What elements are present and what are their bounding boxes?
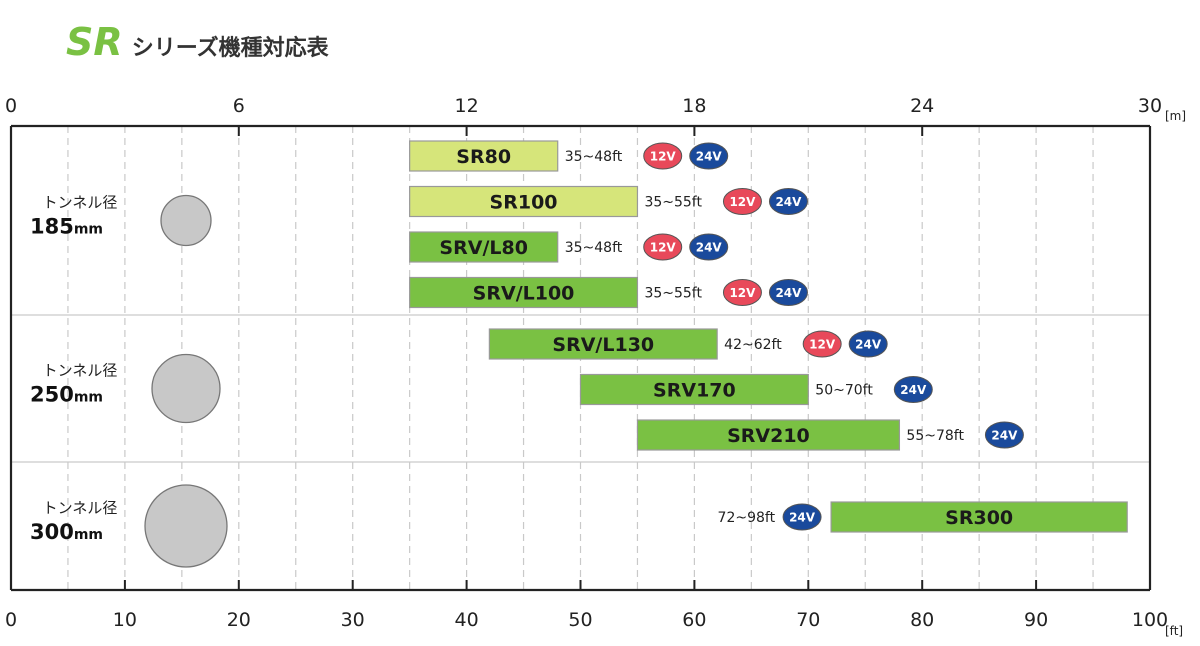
tunnel-size-unit: mm	[74, 222, 103, 238]
range-label: 35~48ft	[565, 149, 623, 165]
top-tick-label: 30	[1138, 95, 1162, 117]
model-bar	[409, 231, 559, 263]
voltage-label: 12V	[809, 338, 836, 352]
model-bar	[579, 373, 809, 406]
range-label: 72~98ft	[718, 510, 776, 526]
badge-12v	[722, 188, 762, 215]
tunnel-diameter-label: トンネル径	[43, 362, 118, 380]
range-label: 35~55ft	[644, 286, 702, 302]
badge-12v	[722, 279, 762, 306]
voltage-label: 24V	[696, 241, 723, 255]
badge-24v	[689, 233, 729, 261]
badge-24v	[984, 421, 1024, 449]
voltage-label: 24V	[696, 150, 723, 164]
model-bar	[409, 276, 639, 309]
tunnel-diameter-value: 300mm	[30, 520, 103, 544]
bottom-tick-label: 70	[796, 609, 820, 631]
chart-title-sr: SR	[66, 20, 123, 64]
bottom-tick-label: 60	[682, 609, 706, 631]
model-name: SR80	[456, 146, 511, 168]
tunnel-size-unit: mm	[74, 390, 103, 406]
top-tick-label: 6	[233, 95, 245, 117]
tunnel-diameter-value: 185mm	[30, 215, 103, 239]
voltage-label: 24V	[855, 338, 882, 352]
model-bar	[488, 328, 718, 360]
axes: 0 6 12 18 24 30 [m]0 10 20 30 40 50 60 70 80 90 100[ft]	[5, 95, 1186, 638]
range-label: 35~55ft	[644, 195, 702, 211]
voltage-label: 24V	[991, 429, 1018, 443]
bottom-tick-label: 0	[5, 609, 17, 631]
voltage-label: 24V	[789, 511, 816, 525]
bottom-tick-label: 40	[455, 609, 479, 631]
model-name: SRV/L100	[473, 283, 575, 305]
voltage-label: 12V	[729, 286, 756, 300]
model-bar	[409, 140, 559, 172]
voltage-label: 12V	[650, 150, 677, 164]
top-tick-label: 0	[5, 95, 17, 117]
model-name: SRV/L130	[552, 334, 654, 356]
bars: SR80 35~48ft 12V 24V SR100 35~55ft 12V 24V SRV/L…	[409, 140, 1128, 533]
badge-12v	[802, 330, 842, 358]
model-name: SRV/L80	[439, 237, 528, 259]
range-label: 50~70ft	[815, 383, 873, 399]
bottom-tick-label: 80	[910, 609, 934, 631]
badge-24v	[848, 330, 888, 358]
tunnel-circle	[160, 194, 212, 247]
badge-24v	[782, 503, 822, 531]
model-bar	[409, 185, 639, 218]
tunnel-size-number: 185	[30, 215, 74, 239]
badge-24v	[768, 279, 808, 306]
model-bar	[636, 419, 901, 451]
tunnel-diameter-value: 250mm	[30, 383, 103, 407]
range-label: 55~78ft	[906, 428, 964, 444]
chart-title-rest: シリーズ機種対応表	[132, 35, 330, 61]
range-label: 42~62ft	[724, 337, 782, 353]
bottom-tick-label: 30	[341, 609, 365, 631]
bottom-tick-label: 20	[227, 609, 251, 631]
voltage-label: 24V	[900, 383, 927, 397]
badge-12v	[643, 142, 683, 170]
tunnel-size-number: 300	[30, 520, 74, 544]
tunnel-size-unit: mm	[74, 527, 103, 543]
voltage-label: 12V	[650, 241, 677, 255]
tunnel-diameter-label: トンネル径	[43, 499, 118, 517]
tunnel-circle	[151, 353, 221, 424]
bottom-tick-label: 10	[113, 609, 137, 631]
voltage-label: 24V	[775, 286, 802, 300]
bottom-tick-label: 100	[1132, 609, 1168, 631]
range-label: 35~48ft	[565, 240, 623, 256]
voltage-label: 24V	[775, 195, 802, 209]
bottom-tick-label: 90	[1024, 609, 1048, 631]
top-axis-unit: [m]	[1165, 109, 1186, 123]
bottom-axis-unit: [ft]	[1165, 624, 1183, 638]
model-name: SR100	[490, 192, 558, 214]
badge-12v	[643, 233, 683, 261]
top-tick-label: 24	[910, 95, 934, 117]
model-name: SRV210	[727, 425, 810, 447]
model-bar	[830, 501, 1128, 533]
top-tick-label: 18	[682, 95, 706, 117]
voltage-label: 12V	[729, 195, 756, 209]
tunnel-size-number: 250	[30, 383, 74, 407]
badge-24v	[768, 188, 808, 215]
badge-24v	[689, 142, 729, 170]
model-name: SRV170	[653, 380, 736, 402]
badge-24v	[893, 376, 933, 403]
top-tick-label: 12	[455, 95, 479, 117]
bottom-tick-label: 50	[568, 609, 592, 631]
tunnel-circle	[144, 484, 228, 568]
model-name: SR300	[945, 507, 1013, 529]
tunnel-diameter-label: トンネル径	[43, 194, 118, 212]
chart-title: SR シリーズ機種対応表	[66, 20, 330, 64]
